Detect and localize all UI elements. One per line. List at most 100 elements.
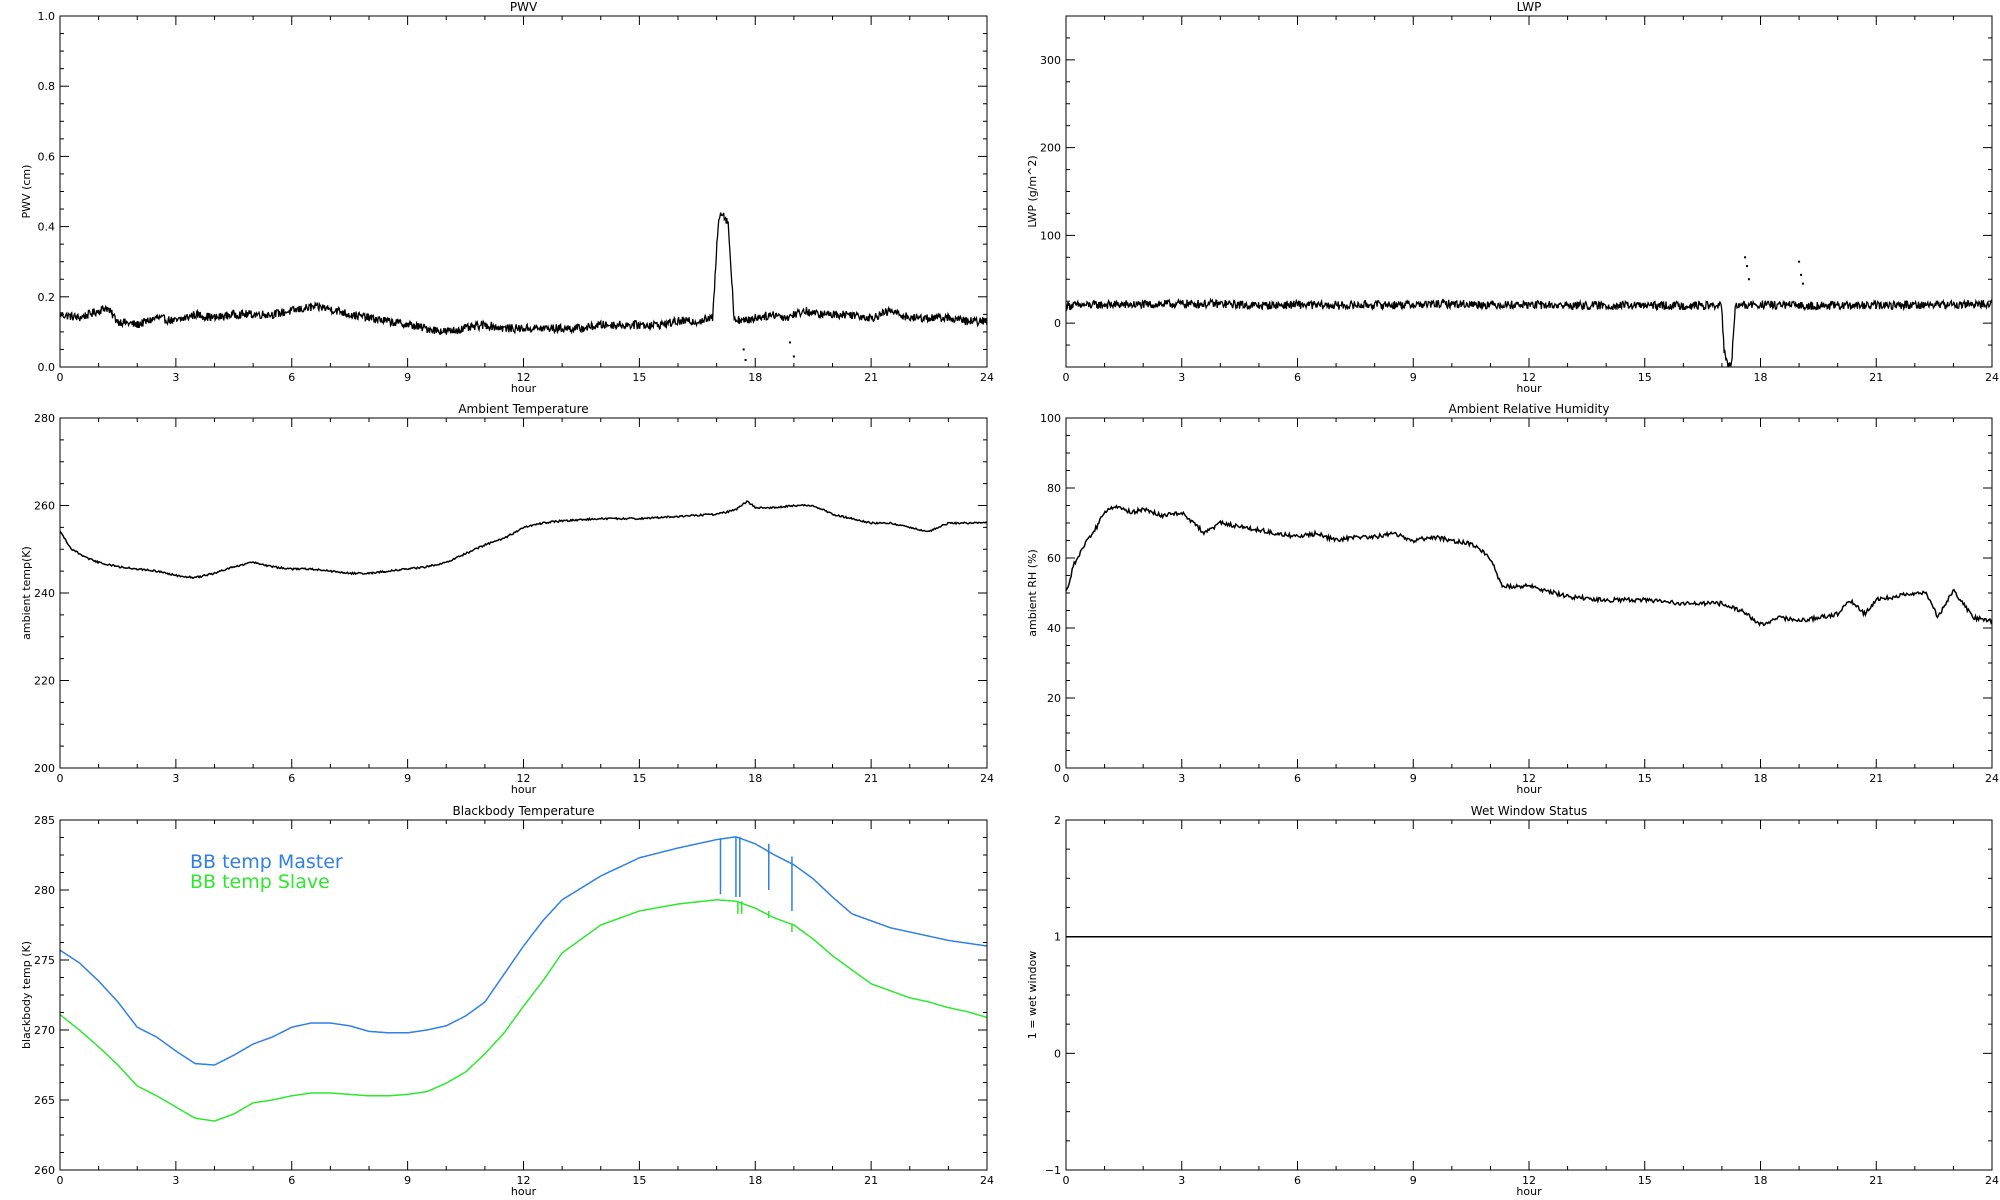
series-line-bb-temp-master [60, 836, 987, 1066]
plot-frame [1065, 15, 1993, 368]
x-axis-label: hour [511, 382, 537, 395]
x-tick-label: 18 [748, 772, 762, 785]
x-tick-label: 15 [632, 371, 646, 384]
x-tick-label: 15 [1638, 1174, 1652, 1187]
panel-ambient-rh: Ambient Relative Humidity 0 3 6 9 12 15 18 21 24 0… [1026, 402, 1999, 796]
y-tick-label: 300 [1040, 54, 1061, 67]
x-tick-label: 9 [404, 1174, 411, 1187]
x-tick-label: 12 [517, 371, 531, 384]
series-line-bb-temp-slave [60, 899, 987, 1122]
y-tick-label: 0.2 [38, 291, 56, 304]
x-tick-label: 21 [1869, 371, 1883, 384]
x-tick-label: 21 [864, 772, 878, 785]
panel-lwp: LWP 0 3 6 9 12 15 18 21 24 0 100 200 300 hour LWP (g/m^… [1026, 0, 1999, 395]
y-tick-label: 200 [34, 762, 55, 775]
x-tick-label: 6 [1294, 371, 1301, 384]
x-tick-label: 24 [980, 371, 994, 384]
data-point [1800, 273, 1803, 276]
y-tick-label: 2 [1054, 814, 1061, 827]
x-tick-label: 9 [404, 371, 411, 384]
y-tick-label: 100 [1040, 412, 1061, 425]
x-tick-label: 6 [1294, 1174, 1301, 1187]
data-point [1798, 260, 1801, 263]
chart-title: Blackbody Temperature [453, 804, 595, 818]
y-axis-label: LWP (g/m^2) [1026, 155, 1039, 227]
series-line [60, 500, 987, 580]
x-tick-label: 18 [1754, 371, 1768, 384]
data-point [742, 348, 745, 351]
plot-frame [1065, 417, 1993, 769]
y-tick-label: 20 [1047, 692, 1061, 705]
plot-frame [59, 417, 988, 769]
x-tick-label: 18 [748, 1174, 762, 1187]
x-tick-label: 0 [1063, 772, 1070, 785]
y-tick-label: 240 [34, 587, 55, 600]
chart-title: LWP [1517, 0, 1542, 14]
x-tick-label: 12 [1522, 1174, 1536, 1187]
legend-entry: BB temp Slave [190, 871, 330, 893]
y-tick-label: 0.6 [38, 150, 56, 163]
x-tick-label: 3 [1178, 772, 1185, 785]
x-tick-label: 24 [1985, 1174, 1999, 1187]
y-axis-label: 1 = wet window [1026, 951, 1039, 1040]
x-tick-label: 18 [748, 371, 762, 384]
chart-title: Wet Window Status [1471, 804, 1587, 818]
y-axis-label: ambient temp(K) [20, 546, 33, 640]
chart-title: Ambient Temperature [458, 402, 588, 416]
data-point [1744, 256, 1747, 259]
x-tick-label: 12 [517, 1174, 531, 1187]
x-tick-label: 3 [172, 1174, 179, 1187]
x-tick-label: 3 [172, 371, 179, 384]
y-tick-label: 80 [1047, 482, 1061, 495]
x-tick-label: 6 [288, 772, 295, 785]
y-tick-label: 275 [34, 954, 55, 967]
y-tick-label: 1.0 [38, 10, 56, 23]
y-tick-label: 0.4 [38, 221, 56, 234]
x-tick-label: 0 [1063, 371, 1070, 384]
x-axis-label: hour [1516, 783, 1542, 796]
x-tick-label: 6 [288, 1174, 295, 1187]
x-tick-label: 15 [632, 772, 646, 785]
x-tick-label: 24 [980, 1174, 994, 1187]
plot-area [60, 836, 987, 1122]
y-tick-label: 260 [34, 1164, 55, 1177]
chart-title: Ambient Relative Humidity [1449, 402, 1610, 416]
x-axis-label: hour [511, 1185, 537, 1198]
y-tick-label: 0 [1054, 317, 1061, 330]
x-tick-label: 15 [1638, 772, 1652, 785]
x-tick-label: 9 [1410, 1174, 1417, 1187]
y-tick-label: 260 [34, 500, 55, 513]
x-tick-label: 3 [1178, 1174, 1185, 1187]
x-tick-label: 6 [1294, 772, 1301, 785]
chart-title: PWV [510, 0, 538, 14]
x-tick-label: 24 [1985, 371, 1999, 384]
x-axis-label: hour [1516, 382, 1542, 395]
x-tick-label: 9 [1410, 371, 1417, 384]
x-tick-label: 12 [517, 772, 531, 785]
y-axis-label: ambient RH (%) [1026, 549, 1039, 637]
panel-pwv: PWV 0 3 6 9 12 15 18 21 24 0.0 0.2 0.4 0.6 0.8 1.0 hour P… [20, 0, 994, 395]
x-tick-label: 21 [864, 371, 878, 384]
x-tick-label: 9 [1410, 772, 1417, 785]
x-axis-label: hour [511, 783, 537, 796]
y-axis-label: blackbody temp (K) [20, 941, 33, 1049]
y-axis-label: PWV (cm) [20, 165, 33, 219]
y-tick-label: 40 [1047, 622, 1061, 635]
y-tick-label: 270 [34, 1024, 55, 1037]
plot-frame [1065, 819, 1993, 1171]
y-tick-label: 0.8 [38, 80, 56, 93]
y-tick-label: 100 [1040, 229, 1061, 242]
y-tick-label: 0 [1054, 762, 1061, 775]
legend-entry: BB temp Master [190, 851, 343, 873]
y-tick-label: 1 [1054, 931, 1061, 944]
x-tick-label: 0 [57, 371, 64, 384]
x-tick-label: 21 [864, 1174, 878, 1187]
data-point [744, 358, 747, 361]
x-tick-label: 24 [1985, 772, 1999, 785]
plot-area [1066, 504, 1992, 627]
data-point [1801, 282, 1804, 285]
series-line [1066, 297, 1992, 367]
y-tick-label: 0.0 [38, 361, 56, 374]
x-axis-label: hour [1516, 1185, 1542, 1198]
x-tick-label: 18 [1754, 772, 1768, 785]
